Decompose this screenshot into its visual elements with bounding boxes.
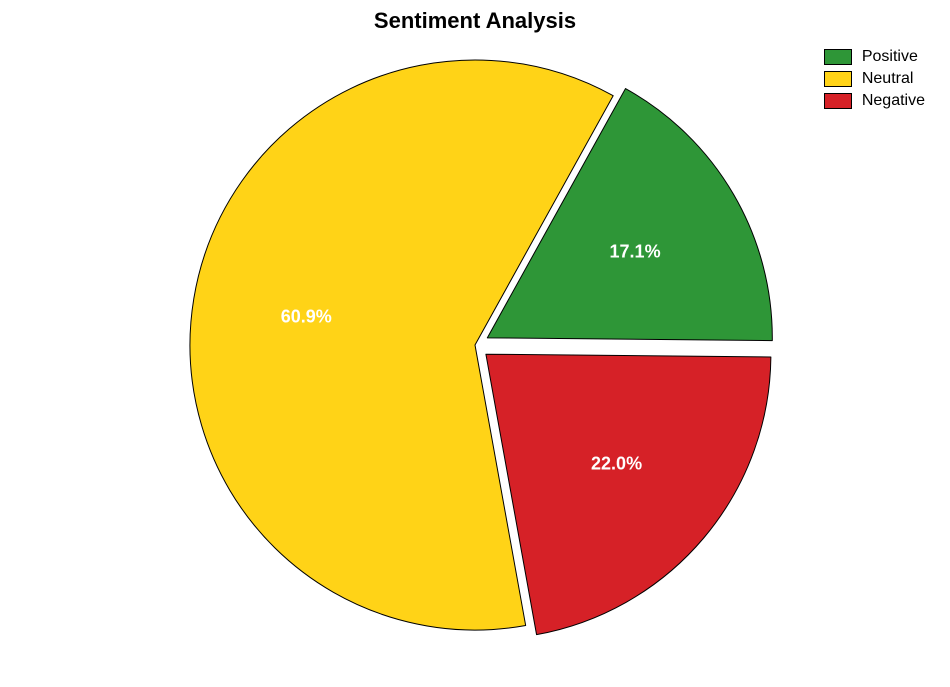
legend-label-negative: Negative [862,92,925,110]
legend-item-negative: Negative [824,92,925,110]
legend-swatch-neutral [824,71,852,87]
pie-slice-positive [133,3,817,687]
chart-container: Sentiment Analysis 60.9%22.0%17.1% Posit… [0,0,950,662]
legend-swatch-negative [824,93,852,109]
legend: Positive Neutral Negative [824,48,925,114]
legend-item-positive: Positive [824,48,925,66]
slice-label-positive: 17.1% [610,241,661,262]
legend-label-neutral: Neutral [862,70,914,88]
legend-label-positive: Positive [862,48,918,66]
legend-swatch-positive [824,49,852,65]
legend-item-neutral: Neutral [824,70,925,88]
